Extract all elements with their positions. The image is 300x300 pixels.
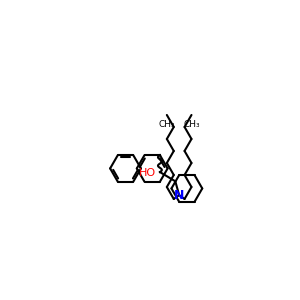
Text: CH₃: CH₃ [158,120,175,129]
Text: CH₃: CH₃ [183,120,200,129]
Text: HO: HO [139,168,156,178]
Text: N: N [174,189,184,202]
